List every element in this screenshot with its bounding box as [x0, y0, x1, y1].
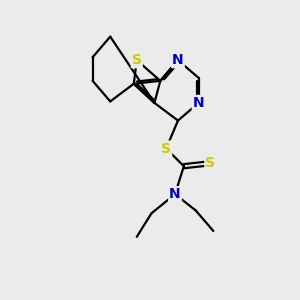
Text: S: S	[161, 142, 171, 155]
Text: N: N	[169, 187, 181, 201]
Text: S: S	[206, 156, 215, 170]
Text: S: S	[132, 53, 142, 67]
Text: N: N	[172, 53, 184, 67]
Text: N: N	[193, 96, 204, 110]
